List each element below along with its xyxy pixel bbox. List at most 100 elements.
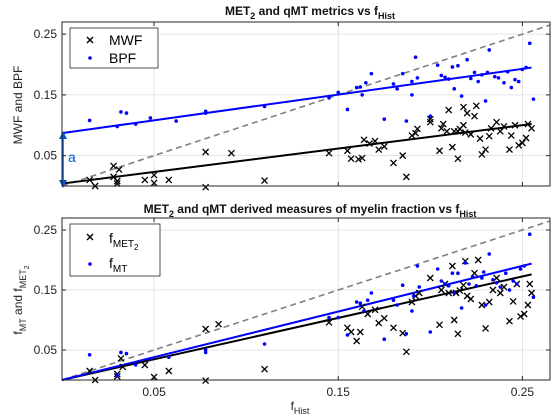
legend-box-bottom — [69, 223, 161, 277]
point-fmt — [203, 348, 208, 352]
point-fmt — [511, 279, 515, 283]
point-fmet2 — [526, 280, 534, 288]
point-bpf — [502, 80, 506, 85]
y-tick-label: 0.05 — [34, 149, 58, 163]
fit-line-mwf — [61, 123, 532, 185]
point-bpf — [485, 70, 490, 75]
point-mwf — [528, 124, 536, 132]
point-mwf — [412, 129, 420, 137]
point-fmet2 — [445, 289, 453, 297]
point-mwf — [515, 141, 523, 149]
point-fmt — [491, 278, 495, 282]
point-bpf — [410, 93, 414, 97]
point-bpf — [476, 79, 480, 84]
point-bpf — [400, 71, 405, 76]
point-bpf — [443, 75, 447, 80]
annotation-label: a — [68, 149, 76, 165]
point-fmet2 — [375, 319, 383, 327]
annotation-arrowhead-down — [59, 180, 67, 188]
point-mwf — [459, 103, 467, 111]
point-fmet2 — [496, 289, 504, 297]
point-mwf — [390, 159, 397, 167]
point-bpf — [115, 124, 120, 129]
point-mwf — [399, 152, 407, 160]
point-mwf — [522, 134, 530, 142]
point-fmet2 — [489, 286, 497, 294]
point-fmet2 — [448, 262, 456, 270]
point-fmt — [411, 294, 416, 298]
point-mwf — [86, 176, 94, 184]
grid-bottom — [62, 218, 550, 380]
identity-line — [61, 220, 551, 381]
point-mwf — [426, 118, 434, 126]
point-mwf — [343, 147, 351, 155]
point-bpf — [174, 119, 178, 123]
point-fmt — [483, 303, 488, 307]
fit-lines-bottom — [61, 262, 532, 381]
point-mwf — [467, 130, 475, 138]
point-bpf — [404, 119, 409, 123]
point-fmt — [452, 291, 457, 295]
point-bpf — [513, 77, 517, 82]
point-mwf — [448, 143, 456, 151]
point-mwf — [358, 154, 366, 162]
point-bpf — [119, 110, 123, 114]
point-mwf — [110, 162, 118, 170]
legend-mwf-marker — [86, 36, 94, 44]
ticks-top: 0.05 0.15 0.25 — [34, 22, 550, 186]
x-axis-label-bottom: fHist — [291, 399, 310, 416]
point-fmt — [358, 301, 363, 306]
legend-box-top — [69, 27, 159, 69]
point-bpf — [124, 111, 129, 115]
point-mwf — [496, 127, 504, 135]
point-fmet2 — [356, 328, 364, 336]
point-fmt — [133, 363, 138, 367]
point-fmt — [456, 271, 460, 276]
point-mwf — [325, 149, 333, 157]
point-fmet2 — [520, 310, 528, 318]
point-mwf — [426, 115, 434, 123]
point-mwf — [506, 146, 513, 154]
point-fmet2 — [353, 337, 361, 345]
point-fmet2 — [482, 324, 490, 332]
point-bpf — [456, 63, 460, 68]
point-bpf — [327, 96, 331, 100]
point-bpf — [509, 85, 514, 90]
point-mwf — [485, 132, 493, 140]
point-bpf — [262, 104, 267, 109]
point-mwf — [261, 177, 269, 184]
chart-title-top: MET2 and qMT metrics vs fHist — [225, 4, 395, 21]
point-fmt — [481, 270, 486, 274]
point-fmet2 — [202, 325, 210, 333]
point-mwf — [413, 125, 421, 133]
panel-bottom: MET2 and qMT derived measures of myelin … — [11, 202, 551, 416]
point-fmt — [463, 261, 468, 265]
point-fmt — [467, 282, 471, 286]
point-fmet2 — [371, 306, 379, 314]
y-tick-label: 0.05 — [34, 343, 58, 357]
point-fmt — [400, 283, 405, 288]
point-bpf — [439, 73, 444, 78]
legend-mwf-label: MWF — [109, 32, 142, 48]
point-bpf — [516, 79, 521, 84]
point-bpf — [505, 70, 510, 74]
point-fmet2 — [517, 312, 524, 320]
point-fmet2 — [402, 348, 410, 356]
point-fmt — [362, 309, 366, 313]
point-fmt — [522, 264, 527, 268]
point-fmt — [480, 276, 484, 280]
point-fmt — [345, 333, 350, 337]
point-fmet2 — [454, 330, 462, 338]
point-mwf — [165, 176, 173, 184]
point-fmt — [417, 285, 422, 289]
point-bpf — [450, 65, 455, 69]
point-fmet2 — [452, 289, 460, 297]
chart-title-bottom: MET2 and qMT derived measures of myelin … — [144, 202, 477, 219]
point-fmet2 — [325, 318, 333, 326]
point-bpf — [395, 87, 399, 91]
point-fmt — [504, 271, 508, 276]
point-fmet2 — [215, 320, 222, 328]
x-tick-label: 0.25 — [511, 385, 535, 399]
legend-top: MWF BPF — [69, 27, 159, 69]
point-fmt — [435, 267, 440, 271]
